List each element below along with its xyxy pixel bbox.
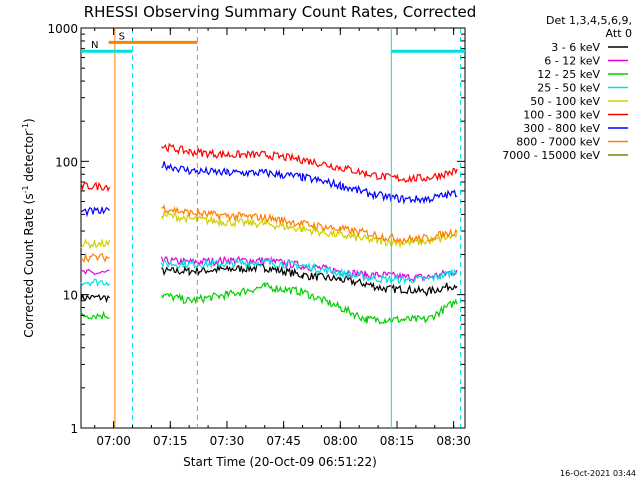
x-tick-label-6: 08:15 bbox=[380, 434, 415, 448]
series-1-pre-line bbox=[80, 294, 110, 304]
x-tick-label-3: 07:30 bbox=[210, 434, 245, 448]
legend-label-6: 100 - 300 keV bbox=[523, 109, 600, 122]
legend-header-line2: Att 0 bbox=[606, 27, 632, 40]
series-4-pre-line bbox=[80, 278, 110, 288]
series-8-post-line bbox=[161, 204, 458, 244]
flag-layer: SN bbox=[81, 31, 465, 53]
series-8 bbox=[80, 204, 458, 264]
legend-label-9: 7000 - 15000 keV bbox=[502, 149, 600, 162]
series-7 bbox=[80, 161, 458, 218]
series-4 bbox=[80, 257, 458, 288]
x-tick-label-7: 08:30 bbox=[436, 434, 471, 448]
x-tick-label-1: 07:00 bbox=[96, 434, 131, 448]
y-axis: 1 10 100 1000 bbox=[47, 22, 465, 436]
series-6 bbox=[80, 142, 458, 192]
flag-label-s: S bbox=[119, 31, 125, 42]
series-3-post-line bbox=[160, 282, 458, 325]
legend-label-2: 6 - 12 keV bbox=[544, 55, 600, 68]
x-axis-label: Start Time (20-Oct-09 06:51:22) bbox=[183, 455, 377, 469]
series-7-pre-line bbox=[80, 205, 110, 218]
series-layer bbox=[80, 142, 458, 325]
x-tick-label-2: 07:15 bbox=[153, 434, 188, 448]
legend-label-8: 800 - 7000 keV bbox=[516, 136, 600, 149]
x-tick-label-5: 08:00 bbox=[323, 434, 358, 448]
series-6-post-line bbox=[161, 142, 458, 184]
series-2-post-line bbox=[160, 255, 458, 283]
y-tick-label-3: 100 bbox=[55, 155, 78, 169]
series-2-pre-line bbox=[80, 268, 110, 276]
legend-label-7: 300 - 800 keV bbox=[523, 122, 600, 135]
flag-label-n: N bbox=[91, 40, 98, 51]
series-4-post-line bbox=[160, 257, 458, 285]
series-2 bbox=[80, 255, 458, 283]
y-tick-label-4: 1000 bbox=[47, 22, 78, 36]
series-5 bbox=[80, 210, 458, 250]
series-5-post-line bbox=[160, 210, 458, 249]
series-8-pre-line bbox=[80, 252, 110, 264]
y-tick-label-2: 10 bbox=[63, 289, 78, 303]
series-6-pre-line bbox=[80, 181, 111, 192]
legend-label-5: 50 - 100 keV bbox=[530, 95, 600, 108]
series-5-pre-line bbox=[80, 238, 111, 250]
series-7-post-line bbox=[161, 161, 458, 205]
y-tick-label-1: 1 bbox=[70, 422, 78, 436]
series-1 bbox=[80, 263, 458, 304]
series-3-pre-line bbox=[80, 310, 110, 321]
series-1-post-line bbox=[161, 263, 458, 297]
legend-label-1: 3 - 6 keV bbox=[551, 41, 600, 54]
y-axis-label: Corrected Count Rate (s-1 detector-1) bbox=[21, 118, 36, 337]
legend-label-4: 25 - 50 keV bbox=[537, 82, 600, 95]
chart-title: RHESSI Observing Summary Count Rates, Co… bbox=[84, 3, 477, 21]
series-3 bbox=[80, 282, 458, 325]
legend-header-line1: Det 1,3,4,5,6,9, bbox=[546, 14, 632, 27]
legend-label-3: 12 - 25 keV bbox=[537, 68, 600, 81]
marker-layer bbox=[114, 28, 462, 428]
timestamp: 16-Oct-2021 03:44 bbox=[560, 469, 636, 478]
x-axis: 07:00 07:15 07:30 07:45 08:00 08:15 08:30 bbox=[94, 28, 471, 448]
x-tick-label-4: 07:45 bbox=[266, 434, 301, 448]
plot-frame bbox=[80, 27, 466, 429]
